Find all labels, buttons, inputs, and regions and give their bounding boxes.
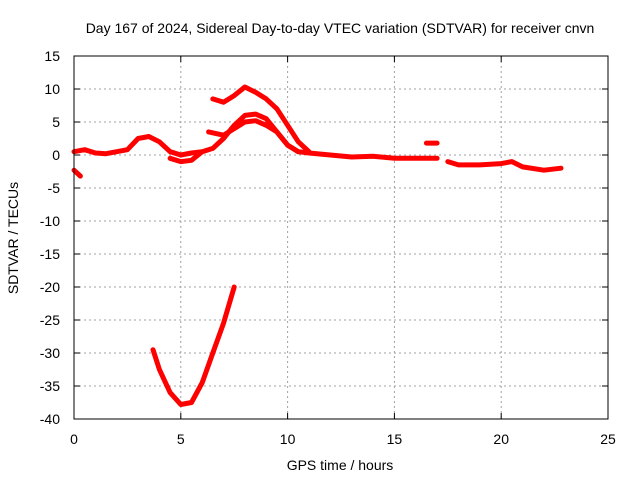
series-layer (71, 84, 564, 407)
tick-layer: 0 5 10 15 20 25 15 10 5 0 -5 -10 -15 -20 -25 -30 -35 -40 (40, 48, 616, 447)
x-tick-label: 10 (280, 431, 296, 447)
y-tick-label: -10 (40, 213, 60, 229)
y-tick-label: 10 (44, 81, 60, 97)
series-line-7 (150, 284, 237, 407)
plot-frame (73, 55, 609, 420)
y-tick-label: 15 (44, 48, 60, 64)
x-axis-label: GPS time / hours (287, 457, 394, 473)
y-tick-label: -5 (48, 180, 61, 196)
y-tick-label: -20 (40, 279, 60, 295)
x-tick-label: 15 (387, 431, 403, 447)
x-tick-label: 5 (177, 431, 185, 447)
y-tick-label: 5 (52, 114, 60, 130)
series-line-4 (206, 118, 301, 155)
series-line-6 (445, 159, 564, 173)
y-axis-label: SDTVAR / TECUs (5, 182, 21, 294)
y-tick-label: -40 (40, 411, 60, 427)
y-tick-label: 0 (52, 147, 60, 163)
series-line-3 (210, 84, 312, 155)
chart-title: Day 167 of 2024, Sidereal Day-to-day VTE… (86, 20, 595, 36)
series-line-2 (167, 149, 205, 165)
y-tick-label: -15 (40, 246, 60, 262)
series-line-0 (71, 167, 83, 179)
x-tick-label: 20 (493, 431, 509, 447)
y-tick-label: -35 (40, 378, 60, 394)
y-tick-label: -25 (40, 312, 60, 328)
x-tick-label: 0 (70, 431, 78, 447)
y-tick-label: -30 (40, 345, 60, 361)
x-tick-label: 25 (600, 431, 616, 447)
series-line-1 (71, 111, 440, 161)
